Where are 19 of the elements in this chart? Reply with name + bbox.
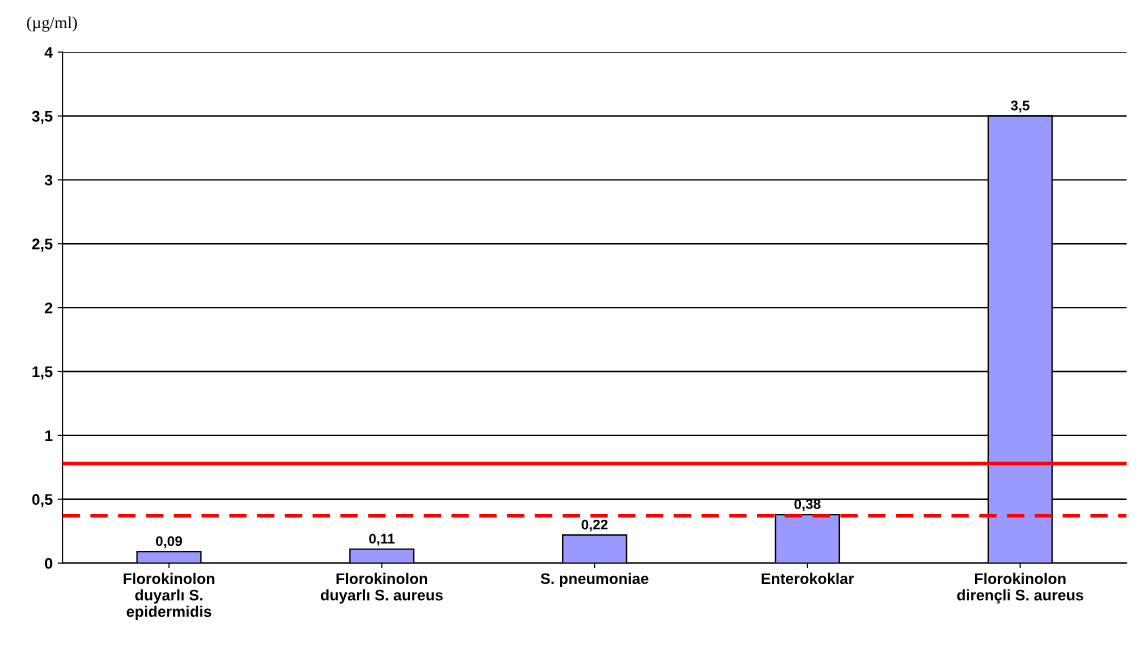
- x-tick-label: Florokinolon duyarlı S. epidermidis: [123, 572, 215, 620]
- y-axis-title: (µg/ml): [27, 16, 77, 32]
- data-label: 3,5: [1010, 100, 1030, 113]
- y-tick-label: 0,5: [32, 494, 53, 508]
- x-tick-label: S. pneumoniae: [540, 572, 649, 588]
- x-tick-label: Enterokoklar: [761, 572, 854, 585]
- x-tick-label: Florokinolon duyarlı S. aureus: [320, 572, 443, 604]
- y-tick-label: 2: [44, 302, 53, 314]
- y-tick-label: 1,5: [32, 366, 53, 380]
- data-label: 0,11: [369, 533, 395, 546]
- y-tick-label: 2,5: [32, 238, 53, 252]
- y-tick-label: 3,5: [31, 110, 53, 124]
- x-tick-label: Florokinolon dirençli S. aureus: [957, 572, 1084, 604]
- y-tick-label: 3: [44, 174, 53, 186]
- y-tick-label: 1: [45, 430, 53, 441]
- y-tick-label: 0: [44, 557, 53, 569]
- data-label: 0,22: [581, 519, 608, 532]
- data-label: 0,09: [156, 536, 182, 549]
- y-tick-label: 4: [44, 47, 53, 58]
